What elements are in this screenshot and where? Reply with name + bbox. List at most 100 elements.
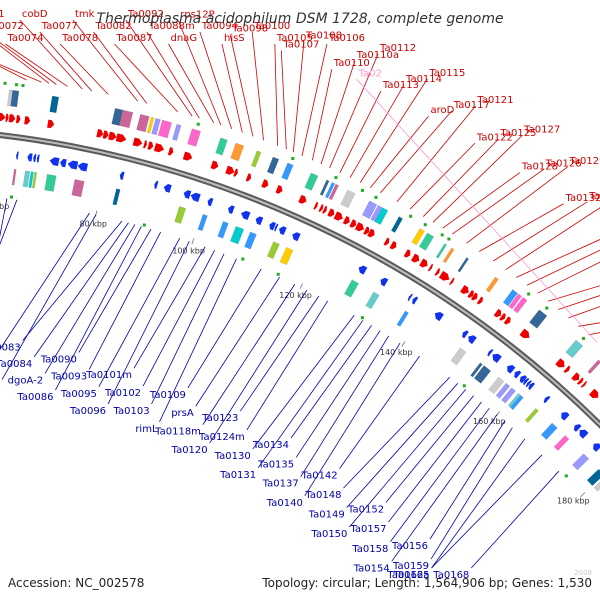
plus-gene-leader-line	[547, 285, 600, 302]
minus-strand-gene-arrow	[579, 429, 589, 439]
minus-strand-gene-arrow	[36, 154, 40, 163]
minus-gene-label: Ta0135	[257, 459, 294, 470]
cog-category-block	[488, 376, 505, 395]
plus-gene-label: Ta0106	[328, 33, 365, 44]
pseudo-gene-label: Ta02	[358, 68, 382, 79]
plus-strand-gene-arrow	[261, 179, 269, 188]
plus-strand-gene-arrow	[563, 365, 571, 373]
plus-gene-leader-line	[588, 332, 600, 336]
minus-strand-gene-arrow	[228, 205, 235, 214]
rna-marker	[360, 188, 364, 192]
minus-gene-leader-line	[0, 199, 18, 245]
plus-strand-gene-arrow	[182, 151, 193, 161]
cog-category-block	[509, 394, 524, 410]
minus-gene-label: Ta0118m	[154, 427, 201, 438]
plus-gene-leader-line	[422, 138, 499, 217]
minus-gene-label: Ta0154	[353, 563, 390, 574]
minus-gene-leader-line	[151, 253, 225, 405]
plus-gene-leader-line	[369, 115, 429, 188]
rna-marker	[564, 474, 568, 478]
cog-category-block	[281, 162, 294, 181]
plus-gene-label: Ta0127	[523, 124, 560, 135]
minus-gene-leader-line	[240, 295, 320, 412]
plus-strand-gene-arrow	[275, 185, 283, 194]
plus-strand-gene-arrow	[210, 160, 219, 170]
minus-strand-gene-arrow	[593, 443, 600, 452]
plus-gene-label: Ta0074	[6, 33, 43, 44]
cog-category-block	[418, 232, 434, 251]
plus-strand-gene-arrow	[389, 240, 397, 250]
plus-strand-gene-arrow	[245, 173, 252, 182]
tick-layer: 60 kbp 80 kbp 100 kbp 120 kbp 140 kbp 160 kbp…	[0, 202, 590, 505]
minus-gene-label: Ta0096	[69, 406, 106, 417]
cog-category-block	[22, 170, 31, 188]
minus-gene-leader-line	[142, 250, 215, 387]
plus-gene-leader-line	[558, 295, 600, 310]
cog-category-block	[10, 90, 20, 108]
plus-gene-leader-line	[221, 43, 243, 133]
minus-gene-label: Ta0150	[310, 529, 347, 540]
plus-gene-label: Ta0122	[476, 132, 513, 143]
plus-strand-gene-arrow	[132, 137, 143, 147]
plus-gene-leader-line	[199, 31, 232, 129]
plus-gene-label: Ta0114	[405, 74, 442, 85]
minus-gene-label: Ta0131	[219, 470, 256, 481]
cog-category-block	[435, 243, 447, 259]
minus-gene-label: Ta0103	[113, 406, 150, 417]
tick-mark	[299, 283, 304, 290]
plus-gene-leader-line	[452, 169, 544, 235]
plus-strand-gene-arrow	[47, 119, 55, 129]
minus-gene-leader-line	[187, 268, 262, 389]
tick-mark	[580, 492, 586, 498]
minus-gene-leader-line	[290, 325, 372, 439]
minus-gene-label: Ta0123	[201, 413, 238, 424]
cog-category-block	[31, 171, 38, 189]
rna-marker	[409, 214, 413, 218]
cog-category-block	[502, 289, 518, 307]
minus-gene-label: Ta0084	[0, 359, 32, 370]
rna-marker	[276, 272, 280, 276]
rna-marker	[462, 384, 466, 388]
tick-mark	[401, 341, 406, 347]
plus-strand-gene-arrow	[143, 140, 147, 149]
rna-marker	[3, 81, 7, 85]
minus-gene-leader-line	[22, 220, 123, 341]
plus-gene-leader-line	[177, 20, 222, 126]
minus-gene-leader-line	[430, 427, 513, 560]
plus-strand-gene-arrow	[419, 258, 428, 268]
plus-gene-leader-line	[380, 110, 453, 194]
minus-strand-gene-arrow	[67, 160, 79, 170]
plus-gene-label: Ta0125	[499, 128, 536, 139]
minus-strand-gene-arrow	[561, 412, 570, 421]
minus-gene-label: Ta0149	[308, 510, 345, 521]
cog-category-block	[450, 347, 467, 366]
plus-gene-leader-line	[301, 43, 328, 156]
minus-strand-gene-arrow	[514, 370, 522, 379]
minus-strand-gene-arrow	[434, 311, 444, 322]
minus-gene-leader-line	[88, 231, 162, 370]
plus-gene-label: Ta0132	[564, 193, 600, 204]
plus-gene-label: Ta0077	[41, 21, 78, 32]
plus-gene-leader-line	[39, 31, 92, 92]
plus-gene-leader-line	[466, 166, 568, 244]
plus-strand-gene-arrow	[571, 372, 580, 381]
plus-gene-label: tmk	[75, 9, 95, 20]
plus-strand-gene-arrow	[503, 316, 511, 325]
minus-strand-gene-arrow	[16, 151, 19, 160]
cog-category-block	[49, 95, 59, 114]
minus-gene-leader-line	[304, 342, 401, 497]
rna-marker	[581, 336, 585, 340]
plus-gene-leader-line	[19, 19, 83, 90]
plus-gene-label: Ta0112	[379, 43, 416, 54]
plus-gene-leader-line	[280, 50, 287, 150]
plus-strand-gene-arrow	[576, 377, 584, 385]
minus-gene-label: Ta0109	[149, 390, 186, 401]
plus-gene-label: Ta0105	[276, 33, 313, 44]
plus-gene-label: Ta0072	[0, 21, 24, 32]
minus-gene-label: Ta0086	[16, 392, 53, 403]
rna-marker	[440, 233, 444, 237]
plus-strand-gene-arrow	[318, 204, 324, 213]
cog-category-block	[319, 179, 330, 196]
minus-gene-leader-line	[429, 420, 506, 540]
